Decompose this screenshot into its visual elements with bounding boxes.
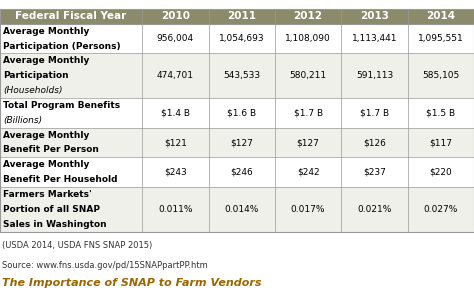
Text: 2012: 2012: [293, 11, 323, 21]
Text: 591,113: 591,113: [356, 71, 393, 80]
Text: Source: www.fns.usda.gov/pd/15SNAPpartPP.htm: Source: www.fns.usda.gov/pd/15SNAPpartPP…: [2, 261, 208, 270]
Text: Portion of all SNAP: Portion of all SNAP: [3, 205, 100, 214]
Text: 1,113,441: 1,113,441: [352, 34, 397, 43]
Text: 1,054,693: 1,054,693: [219, 34, 264, 43]
Text: 585,105: 585,105: [422, 71, 459, 80]
Text: (Billions): (Billions): [3, 116, 43, 125]
Bar: [0, 187, 474, 232]
Text: $121: $121: [164, 138, 187, 147]
Text: (Households): (Households): [3, 86, 63, 95]
Text: 0.027%: 0.027%: [424, 205, 458, 214]
Text: $117: $117: [429, 138, 452, 147]
Bar: [0, 157, 474, 187]
Text: 2014: 2014: [426, 11, 456, 21]
Bar: [0, 128, 474, 157]
Text: 0.021%: 0.021%: [357, 205, 392, 214]
Text: Average Monthly: Average Monthly: [3, 160, 90, 169]
Text: $220: $220: [429, 168, 452, 177]
Text: Sales in Washington: Sales in Washington: [3, 220, 107, 229]
Text: Participation (Persons): Participation (Persons): [3, 42, 121, 50]
Bar: [0, 98, 474, 128]
Text: $127: $127: [297, 138, 319, 147]
Text: $1.5 B: $1.5 B: [426, 108, 456, 117]
Text: Average Monthly: Average Monthly: [3, 131, 90, 140]
Text: $242: $242: [297, 168, 319, 177]
Text: $1.7 B: $1.7 B: [293, 108, 323, 117]
Text: Benefit Per Person: Benefit Per Person: [3, 146, 99, 154]
Text: 1,095,551: 1,095,551: [418, 34, 464, 43]
Text: 2011: 2011: [227, 11, 256, 21]
Text: 0.014%: 0.014%: [225, 205, 259, 214]
Text: 2010: 2010: [161, 11, 190, 21]
Text: 0.011%: 0.011%: [158, 205, 192, 214]
Text: Average Monthly: Average Monthly: [3, 56, 90, 65]
Text: 580,211: 580,211: [290, 71, 327, 80]
Text: 0.017%: 0.017%: [291, 205, 325, 214]
Text: Average Monthly: Average Monthly: [3, 27, 90, 36]
Text: 1,108,090: 1,108,090: [285, 34, 331, 43]
Text: Total Program Benefits: Total Program Benefits: [3, 101, 120, 110]
Text: Participation: Participation: [3, 71, 69, 80]
Text: The Importance of SNAP to Farm Vendors: The Importance of SNAP to Farm Vendors: [2, 278, 262, 288]
Text: $1.7 B: $1.7 B: [360, 108, 389, 117]
Text: $246: $246: [230, 168, 253, 177]
Text: 956,004: 956,004: [157, 34, 194, 43]
Text: $127: $127: [230, 138, 253, 147]
Text: Benefit Per Household: Benefit Per Household: [3, 175, 118, 184]
Text: (USDA 2014, USDA FNS SNAP 2015): (USDA 2014, USDA FNS SNAP 2015): [2, 241, 153, 249]
Text: 474,701: 474,701: [157, 71, 194, 80]
Text: 543,533: 543,533: [223, 71, 260, 80]
Text: $1.4 B: $1.4 B: [161, 108, 190, 117]
Text: 2013: 2013: [360, 11, 389, 21]
Text: $126: $126: [363, 138, 386, 147]
Text: Federal Fiscal Year: Federal Fiscal Year: [16, 11, 127, 21]
Bar: [0, 9, 474, 24]
Text: $237: $237: [363, 168, 386, 177]
Text: $243: $243: [164, 168, 187, 177]
Text: Farmers Markets': Farmers Markets': [3, 190, 92, 199]
Bar: [0, 24, 474, 53]
Text: $1.6 B: $1.6 B: [227, 108, 256, 117]
Bar: [0, 53, 474, 98]
